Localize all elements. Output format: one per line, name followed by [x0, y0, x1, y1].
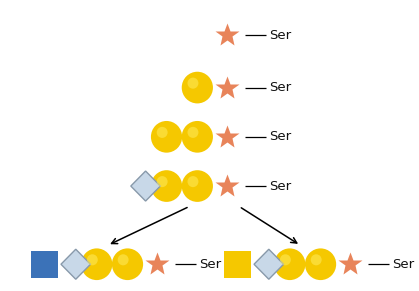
Ellipse shape [188, 176, 199, 187]
Text: Ser: Ser [392, 258, 414, 271]
Ellipse shape [81, 249, 112, 280]
Ellipse shape [188, 127, 199, 138]
Ellipse shape [182, 170, 213, 202]
Ellipse shape [87, 254, 98, 265]
Ellipse shape [305, 249, 336, 280]
Text: Ser: Ser [269, 180, 291, 193]
Ellipse shape [157, 176, 168, 187]
Ellipse shape [311, 254, 322, 265]
Polygon shape [225, 251, 251, 278]
Ellipse shape [188, 78, 199, 89]
Text: Ser: Ser [269, 29, 291, 42]
Polygon shape [31, 251, 58, 278]
Ellipse shape [157, 127, 168, 138]
Ellipse shape [151, 121, 182, 153]
Polygon shape [131, 171, 160, 201]
Ellipse shape [151, 170, 182, 202]
Ellipse shape [182, 72, 213, 103]
Text: Ser: Ser [269, 130, 291, 143]
Polygon shape [254, 249, 284, 279]
Ellipse shape [112, 249, 143, 280]
Polygon shape [61, 249, 91, 279]
Ellipse shape [280, 254, 291, 265]
Text: Ser: Ser [269, 81, 291, 94]
Ellipse shape [274, 249, 305, 280]
Text: Ser: Ser [199, 258, 221, 271]
Ellipse shape [182, 121, 213, 153]
Ellipse shape [118, 254, 129, 265]
